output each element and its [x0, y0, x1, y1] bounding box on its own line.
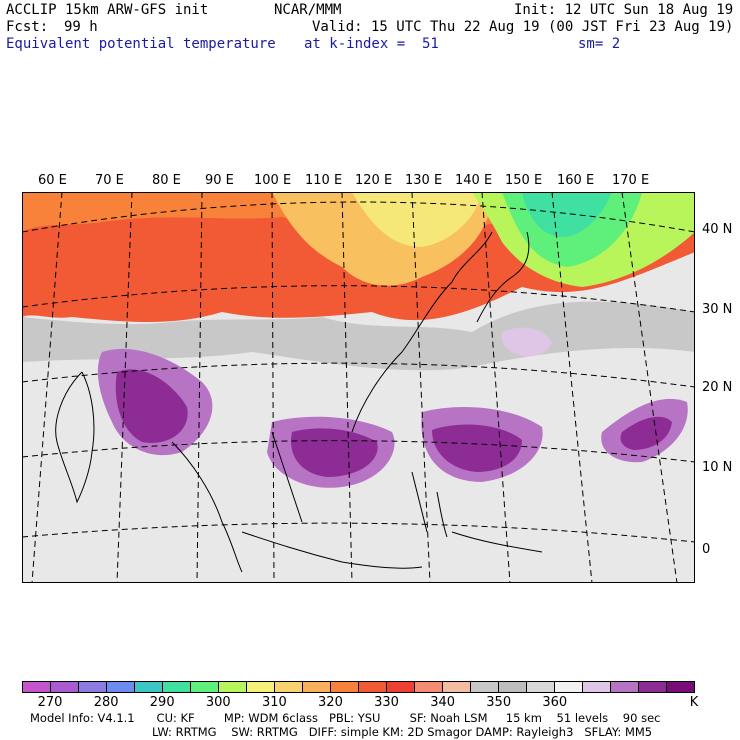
colorbar-swatch — [471, 682, 499, 692]
yellow-region — [352, 192, 482, 247]
latitude-label: 10 N — [702, 460, 733, 475]
colorbar-swatch — [247, 682, 275, 692]
cool-core — [522, 192, 612, 237]
longitude-label: 160 E — [557, 173, 595, 188]
forecast-label: Fcst: — [6, 19, 49, 35]
colorbar-swatch — [331, 682, 359, 692]
longitude-label: 170 E — [612, 173, 650, 188]
colorbar-swatch — [219, 682, 247, 692]
latitude-label: 20 N — [702, 380, 733, 395]
model-info-line2: LW: RRTMG SW: RRTMG DIFF: simple KM: 2D … — [152, 725, 653, 739]
latitude-label: 40 N — [702, 222, 733, 237]
colorbar-label: 360 — [542, 695, 568, 710]
longitude-label: 90 E — [205, 173, 234, 188]
colorbar-label: 330 — [374, 695, 399, 710]
colorbar-swatch — [275, 682, 303, 692]
colorbar-label: 340 — [430, 695, 456, 710]
longitude-label: 140 E — [455, 173, 493, 188]
colorbar-label: 270 — [37, 695, 63, 710]
moist-core-india — [115, 369, 188, 443]
colorbar-swatch — [79, 682, 107, 692]
colorbar-swatch — [639, 682, 667, 692]
theta-e-map — [22, 192, 695, 583]
colorbar-swatch — [191, 682, 219, 692]
longitude-label: 80 E — [152, 173, 181, 188]
longitude-label: 120 E — [355, 173, 393, 188]
colorbar-swatch — [527, 682, 555, 692]
model-info-line1: Model Info: V4.1.1 CU: KF MP: WDM 6class… — [30, 711, 661, 725]
colorbar-swatch — [135, 682, 163, 692]
moist-core-east — [620, 416, 672, 450]
colorbar-swatch — [163, 682, 191, 692]
colorbar-swatch — [555, 682, 583, 692]
field-name: Equivalent potential temperature — [6, 36, 276, 52]
colorbar-swatch — [303, 682, 331, 692]
colorbar-swatch — [499, 682, 527, 692]
colorbar-swatch — [359, 682, 387, 692]
colorbar-swatch — [107, 682, 135, 692]
colorbar-label: 320 — [318, 695, 343, 710]
coastline-india — [55, 371, 95, 504]
colorbar-swatch — [443, 682, 471, 692]
colorbar-swatch — [583, 682, 611, 692]
colorbar-swatch — [387, 682, 415, 692]
colorbar-label: 290 — [149, 695, 175, 710]
colorbar-label: 350 — [486, 695, 512, 710]
colorbar-swatch — [415, 682, 443, 692]
colorbar-swatch — [611, 682, 639, 692]
moist-region-japan — [501, 327, 552, 357]
longitude-label: 130 E — [405, 173, 443, 188]
latitude-label: 30 N — [702, 302, 733, 317]
center-label: NCAR/MMM — [274, 2, 342, 18]
colorbar-swatch — [667, 682, 694, 692]
valid-time: Valid: 15 UTC Thu 22 Aug 19 (00 JST Fri … — [312, 19, 734, 35]
smoothing-label: sm= 2 — [578, 36, 621, 52]
longitude-label: 60 E — [38, 173, 67, 188]
longitude-label: 150 E — [505, 173, 543, 188]
latitude-label: 0 — [702, 542, 711, 557]
colorbar-swatch — [23, 682, 51, 692]
model-title: ACCLIP 15km ARW-GFS init — [6, 2, 209, 18]
colorbar-label: 280 — [93, 695, 119, 710]
longitude-label: 100 E — [254, 173, 292, 188]
graticule — [22, 192, 695, 583]
colorbar-unit: K — [689, 695, 699, 710]
map-border — [22, 192, 695, 583]
colorbar — [22, 681, 695, 693]
coastline-japan — [476, 231, 530, 323]
coastline-indonesia — [241, 531, 543, 569]
colorbar-swatch — [51, 682, 79, 692]
init-time: Init: 12 UTC Sun 18 Aug 19 — [514, 2, 734, 18]
colorbar-label: 310 — [261, 695, 287, 710]
forecast-hours: 99 h — [64, 19, 98, 35]
longitude-label: 70 E — [95, 173, 124, 188]
level-label: at k-index = 51 — [304, 36, 439, 52]
colorbar-label: 300 — [205, 695, 231, 710]
coastline-philippines — [411, 471, 448, 538]
longitude-label: 110 E — [305, 173, 343, 188]
